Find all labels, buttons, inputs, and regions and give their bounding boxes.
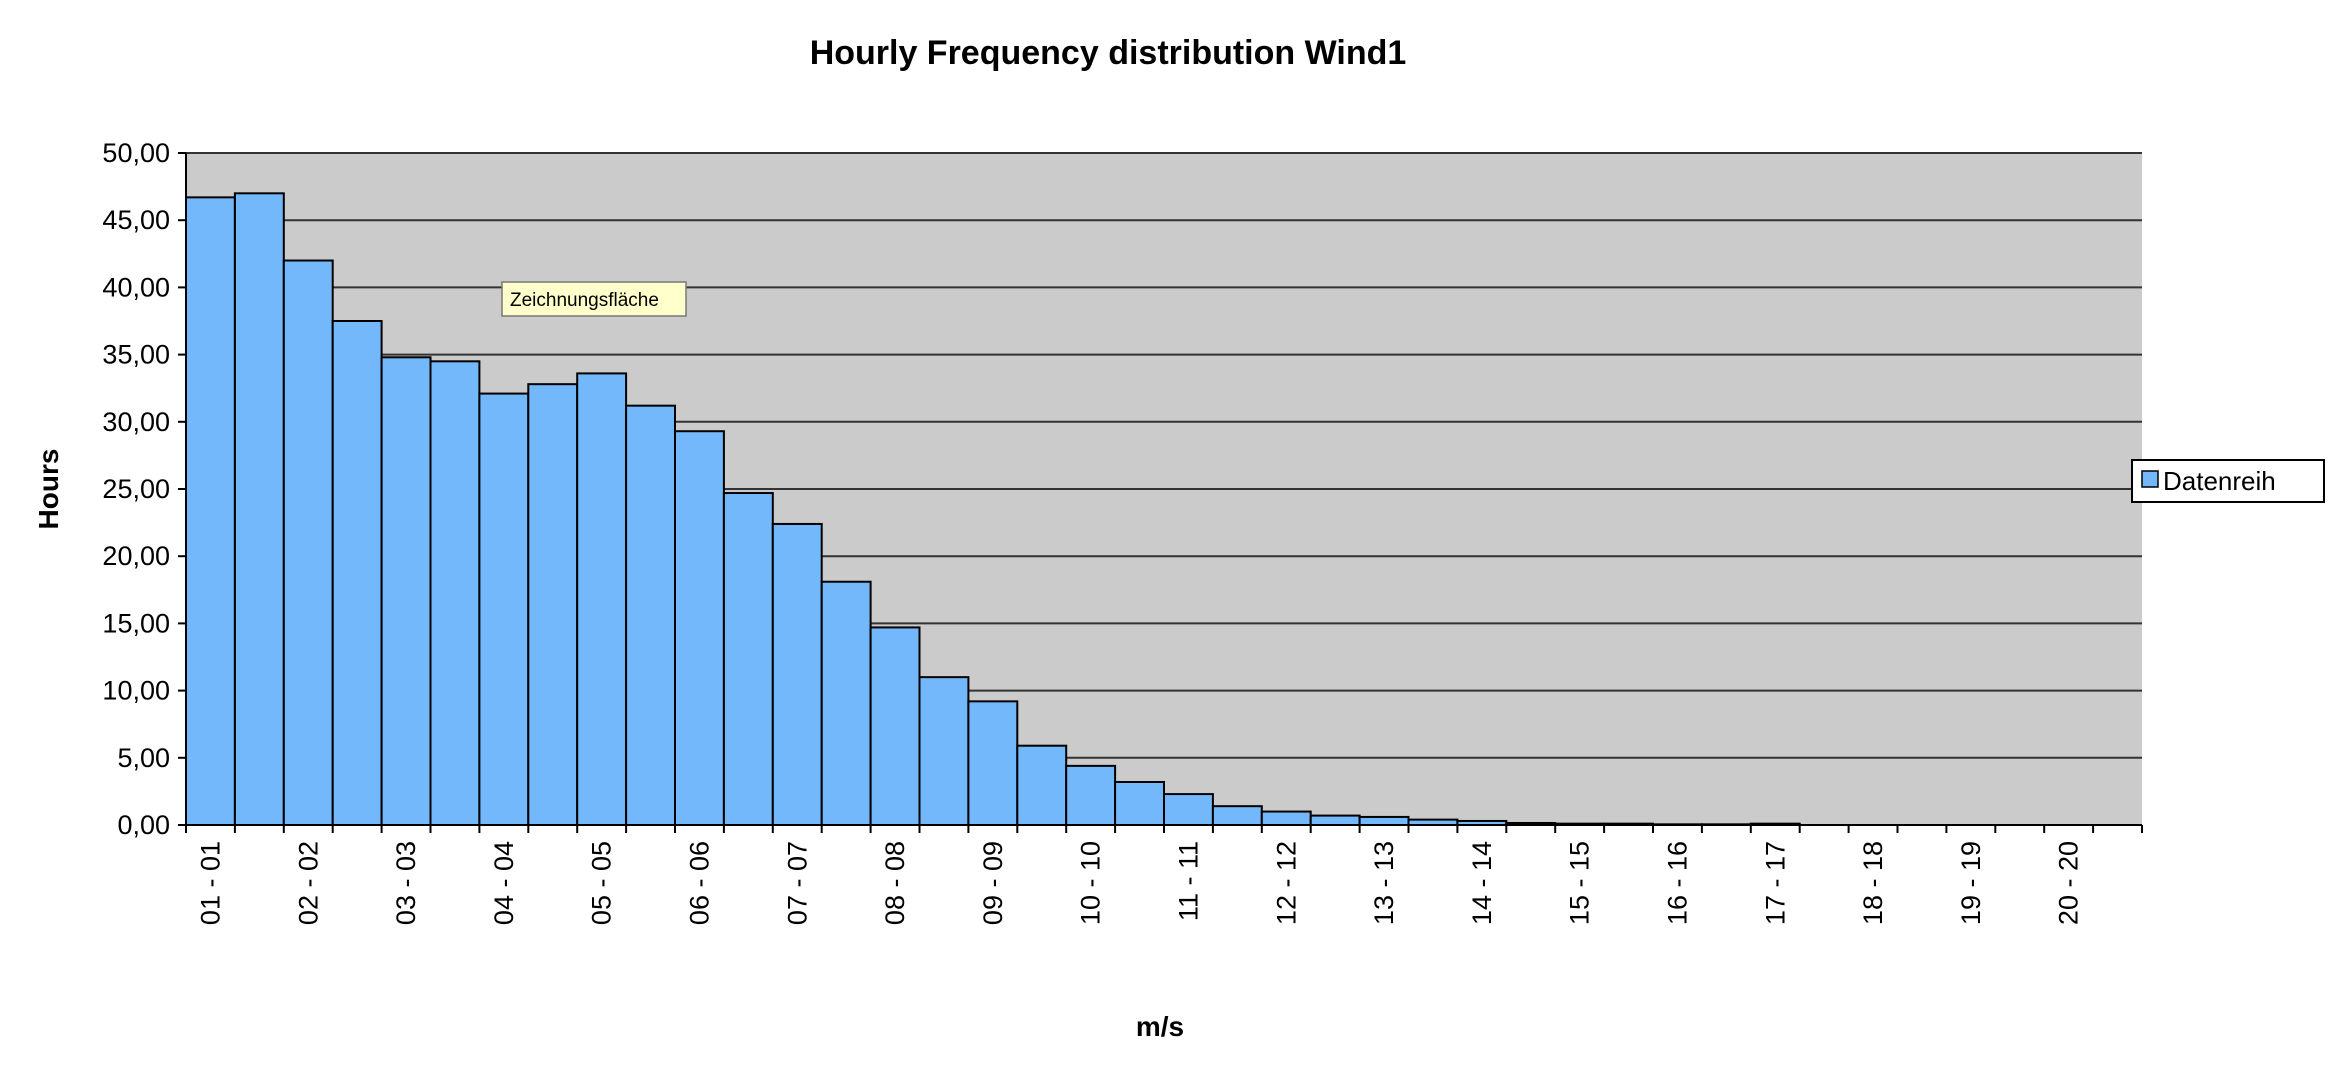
x-axis-title: m/s xyxy=(1136,1011,1184,1042)
bar xyxy=(722,492,774,826)
y-tick-label: 45,00 xyxy=(102,205,170,235)
x-tick-label: 11 - 11 xyxy=(1173,841,1203,921)
x-tick-label: 15 - 15 xyxy=(1565,841,1595,925)
bars xyxy=(185,192,1801,827)
x-tick-label: 02 - 02 xyxy=(293,841,323,925)
bar xyxy=(429,360,481,826)
legend[interactable]: Datenreih xyxy=(2131,459,2325,503)
x-tick-label: 07 - 07 xyxy=(782,841,812,925)
bar xyxy=(331,320,383,826)
y-axis-title: Hours xyxy=(33,449,64,530)
y-tick-label: 15,00 xyxy=(102,608,170,638)
y-axis-ticks: 0,00 5,00 10,00 15,00 20,00 25,00 30,00 35,00 40… xyxy=(102,138,186,840)
y-tick-label: 25,00 xyxy=(102,474,170,504)
x-tick-label: 12 - 12 xyxy=(1271,841,1301,925)
chart-title: Hourly Frequency distribution Wind1 xyxy=(810,34,1407,72)
x-tick-label: 09 - 09 xyxy=(978,841,1008,925)
bar xyxy=(380,356,432,826)
x-tick-label: 18 - 18 xyxy=(1858,841,1888,925)
bar xyxy=(478,392,530,826)
bar xyxy=(1114,780,1165,827)
y-tick-label: 30,00 xyxy=(102,407,170,437)
bar xyxy=(233,192,285,826)
legend-swatch xyxy=(2141,470,2159,488)
tooltip: Zeichnungsfläche xyxy=(501,281,687,317)
bar xyxy=(1016,744,1068,826)
x-tick-label: 10 - 10 xyxy=(1076,841,1106,925)
y-tick-label: 35,00 xyxy=(102,340,170,370)
x-tick-label: 13 - 13 xyxy=(1369,841,1399,925)
bar xyxy=(967,700,1019,826)
x-tick-label: 20 - 20 xyxy=(2054,841,2084,925)
x-tick-label: 04 - 04 xyxy=(489,841,519,925)
x-tick-label: 08 - 08 xyxy=(880,841,910,925)
y-tick-label: 20,00 xyxy=(102,541,170,571)
tooltip-text: Zeichnungsfläche xyxy=(510,290,659,311)
x-tick-label: 06 - 06 xyxy=(684,841,714,925)
bar xyxy=(1065,764,1117,827)
y-tick-label: 50,00 xyxy=(102,138,170,168)
x-tick-label: 14 - 14 xyxy=(1467,841,1497,925)
bar xyxy=(576,372,628,826)
bar xyxy=(1358,815,1410,826)
y-tick-label: 5,00 xyxy=(117,743,170,773)
legend-label: Datenreih xyxy=(2163,466,2276,496)
bar xyxy=(282,259,334,826)
bar xyxy=(1163,793,1214,827)
bar xyxy=(674,430,725,826)
y-tick-label: 0,00 xyxy=(117,810,170,840)
bar xyxy=(820,580,872,827)
bar xyxy=(771,522,823,826)
bar xyxy=(1309,814,1361,826)
legend-box xyxy=(2131,459,2325,503)
x-tick-label: 05 - 05 xyxy=(587,841,617,925)
x-tick-label: 01 - 01 xyxy=(195,841,225,925)
x-axis-ticks: 01 - 01 02 - 02 03 - 03 04 - 04 05 - 05 06 - … xyxy=(185,825,2143,925)
x-tick-label: 17 - 17 xyxy=(1760,841,1790,925)
y-tick-label: 10,00 xyxy=(102,676,170,706)
y-tick-label: 40,00 xyxy=(102,272,170,302)
x-tick-label: 03 - 03 xyxy=(391,841,421,925)
x-tick-label: 19 - 19 xyxy=(1956,841,1986,925)
bar xyxy=(918,676,970,826)
bar xyxy=(527,383,579,826)
bar xyxy=(185,196,236,827)
bar xyxy=(869,626,921,826)
bar xyxy=(1211,805,1263,827)
x-tick-label: 16 - 16 xyxy=(1662,841,1692,925)
bar xyxy=(1260,810,1312,826)
tooltip-box xyxy=(501,281,687,317)
bar xyxy=(625,404,676,826)
